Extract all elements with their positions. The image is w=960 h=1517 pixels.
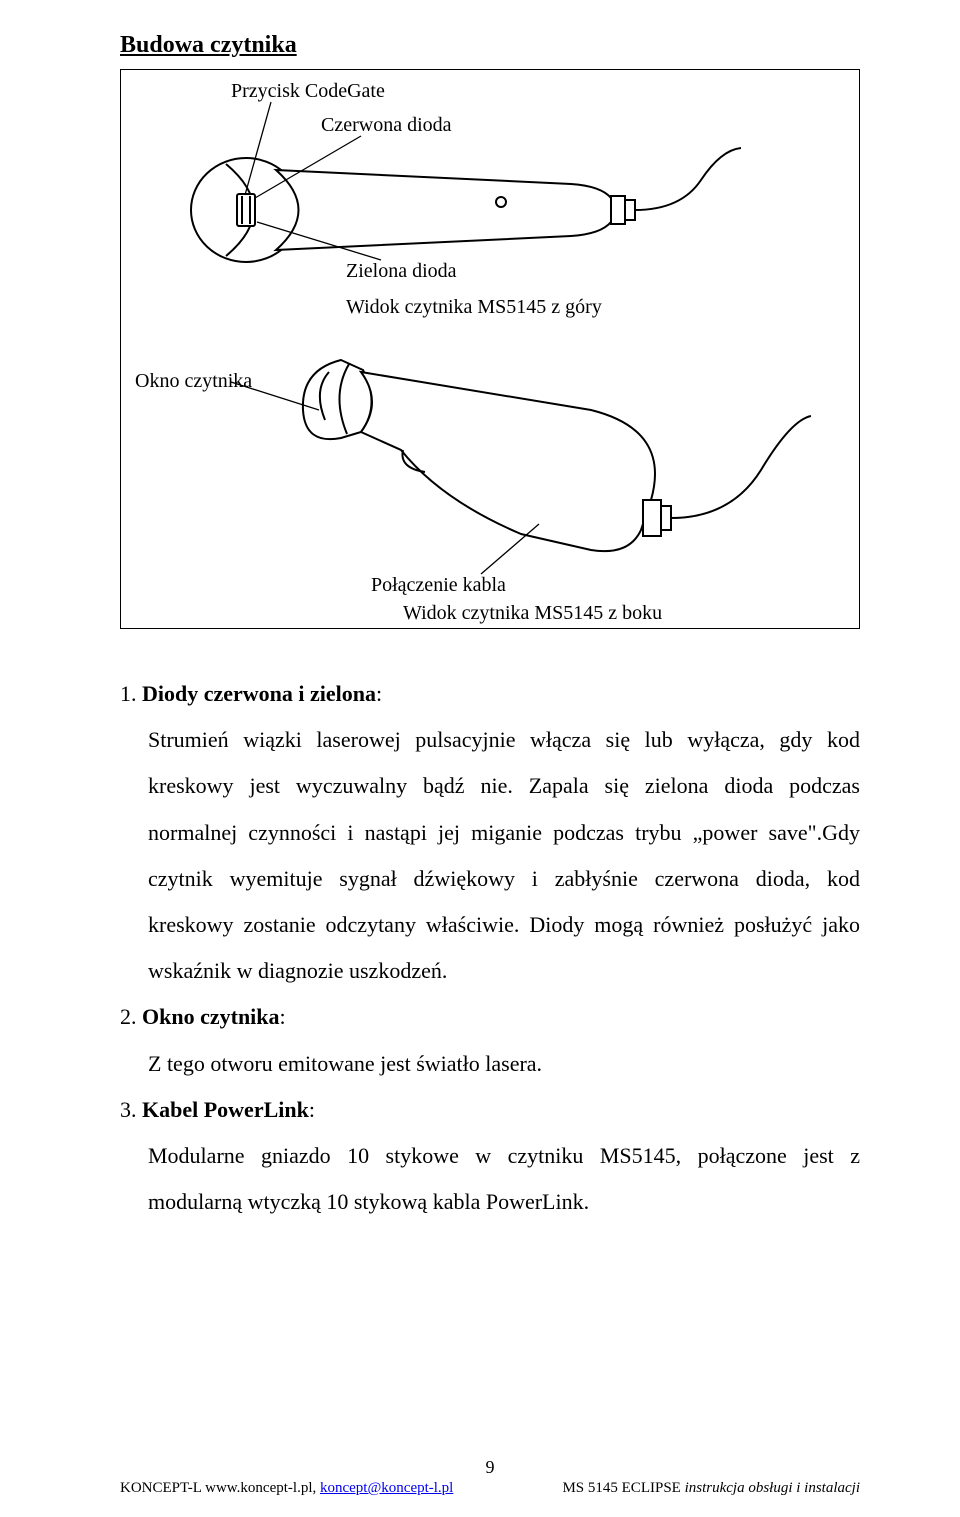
item3-text: Modularne gniazdo 10 stykowe w czytniku …: [120, 1133, 860, 1225]
footer-right-product: MS 5145 ECLIPSE: [562, 1480, 684, 1496]
footer-left-prefix: KONCEPT-L www.koncept-l.pl,: [120, 1480, 320, 1496]
page-footer: 9 KONCEPT-L www.koncept-l.pl, koncept@ko…: [0, 1457, 960, 1497]
item2-text: Z tego otworu emitowane jest światło las…: [120, 1041, 860, 1087]
footer-right-desc: instrukcja obsługi i instalacji: [685, 1480, 860, 1496]
item3-colon: :: [309, 1097, 315, 1122]
page-number: 9: [120, 1457, 860, 1478]
diagram-box: Przycisk CodeGate Czerwona dioda Zielona…: [120, 69, 860, 629]
footer-left: KONCEPT-L www.koncept-l.pl, koncept@konc…: [120, 1480, 453, 1497]
item2-colon: :: [280, 1004, 286, 1029]
item1-title: Diody czerwona i zielona: [142, 681, 376, 706]
footer-right: MS 5145 ECLIPSE instrukcja obsługi i ins…: [562, 1480, 860, 1497]
footer-email-link[interactable]: koncept@koncept-l.pl: [320, 1480, 453, 1496]
body-text: 1. Diody czerwona i zielona: Strumień wi…: [120, 671, 860, 1225]
item3-number: 3.: [120, 1097, 142, 1122]
item1-colon: :: [376, 681, 382, 706]
section-title: Budowa czytnika: [120, 32, 860, 59]
page: Budowa czytnika: [0, 0, 960, 1517]
item2-number: 2.: [120, 1004, 142, 1029]
leader-lines: [121, 70, 861, 630]
item1-text: Strumień wiązki laserowej pulsacyjnie wł…: [120, 717, 860, 994]
item1-number: 1.: [120, 681, 142, 706]
item3-title: Kabel PowerLink: [142, 1097, 309, 1122]
item2-title: Okno czytnika: [142, 1004, 280, 1029]
